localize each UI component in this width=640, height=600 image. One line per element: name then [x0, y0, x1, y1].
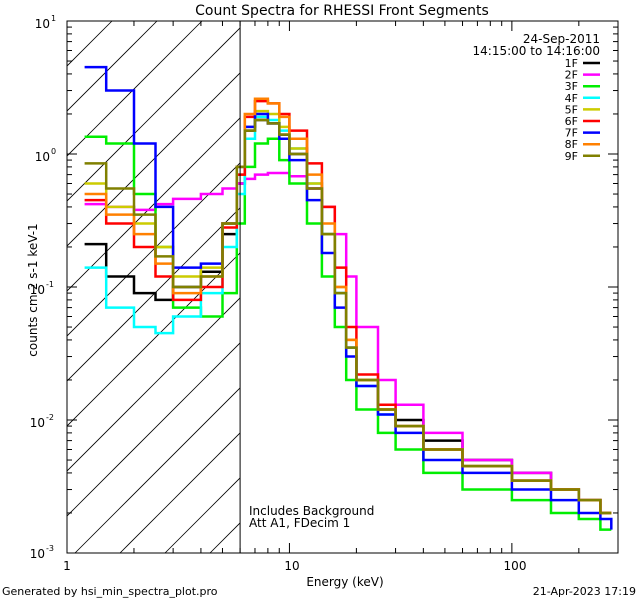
hatch-line [67, 297, 241, 472]
legend-label-2F: 2F [565, 69, 578, 82]
hatch-line [67, 162, 241, 337]
footer-timestamp: 21-Apr-2023 17:19 [533, 585, 636, 598]
hatch-line [74, 387, 241, 553]
y-tick-base: 10 [30, 283, 45, 297]
hatch-line [67, 72, 241, 247]
series-2F [84, 171, 612, 515]
y-tick-label-neg3: 10 -3 [30, 544, 54, 561]
series-4F [84, 115, 612, 515]
legend-label-8F: 8F [565, 138, 578, 151]
series-7F [84, 65, 613, 530]
hatch-line [67, 21, 113, 67]
x-tick-label-1: 1 [63, 559, 71, 573]
legend-label-5F: 5F [565, 103, 578, 116]
y-tick-exponent: -2 [46, 413, 54, 422]
annotation-attenuator: Att A1, FDecim 1 [249, 516, 350, 530]
y-tick-exponent: -1 [46, 280, 54, 289]
y-axis-ticks [67, 20, 618, 554]
hatch-line [570, 21, 640, 553]
series-8F [84, 97, 612, 515]
chart-title: Count Spectra for RHESSI Front Segments [195, 3, 489, 19]
hatch-line [615, 21, 640, 553]
y-tick-label-0: 10 0 [35, 147, 56, 164]
hatch-line [67, 21, 203, 157]
y-tick-label-neg1: 10 -1 [30, 280, 54, 297]
hatch-line [67, 207, 241, 382]
y-tick-base: 10 [35, 17, 50, 31]
series-5F [84, 109, 612, 515]
footer-generated-by: Generated by hsi_min_spectra_plot.pro [2, 585, 218, 598]
legend-label-1F: 1F [565, 57, 578, 70]
hatch-line [119, 432, 241, 553]
x-axis-ticks [66, 21, 619, 553]
hatch-line [67, 21, 158, 112]
legend-label-7F: 7F [565, 127, 578, 140]
y-tick-base: 10 [30, 547, 45, 561]
time-range-label: 14:15:00 to 14:16:00 [473, 44, 600, 58]
annotation-background: Includes Background [249, 504, 374, 518]
date-label: 24-Sep-2011 [523, 32, 600, 46]
y-axis-label: counts cm-2 s-1 keV-1 [26, 223, 40, 356]
series-layer [84, 65, 613, 531]
legend-label-4F: 4F [565, 92, 578, 105]
legend-label-9F: 9F [565, 150, 578, 163]
y-tick-base: 10 [35, 150, 50, 164]
legend-label-6F: 6F [565, 115, 578, 128]
hatch-line [67, 342, 241, 517]
x-tick-label-100: 100 [504, 559, 527, 573]
y-tick-base: 10 [30, 416, 45, 430]
hatch-line [67, 27, 241, 202]
x-axis-label: Energy (keV) [306, 575, 383, 589]
y-tick-label-1: 10 1 [35, 14, 56, 31]
x-tick-label-10: 10 [284, 559, 299, 573]
y-tick-label-neg2: 10 -2 [30, 413, 54, 430]
series-9F [84, 118, 612, 515]
series-6F [84, 99, 612, 515]
series-1F [84, 118, 612, 515]
legend-label-3F: 3F [565, 80, 578, 93]
y-tick-exponent: 1 [51, 14, 56, 23]
series-3F [84, 135, 612, 531]
y-tick-exponent: -3 [46, 544, 54, 553]
y-tick-exponent: 0 [51, 147, 56, 156]
